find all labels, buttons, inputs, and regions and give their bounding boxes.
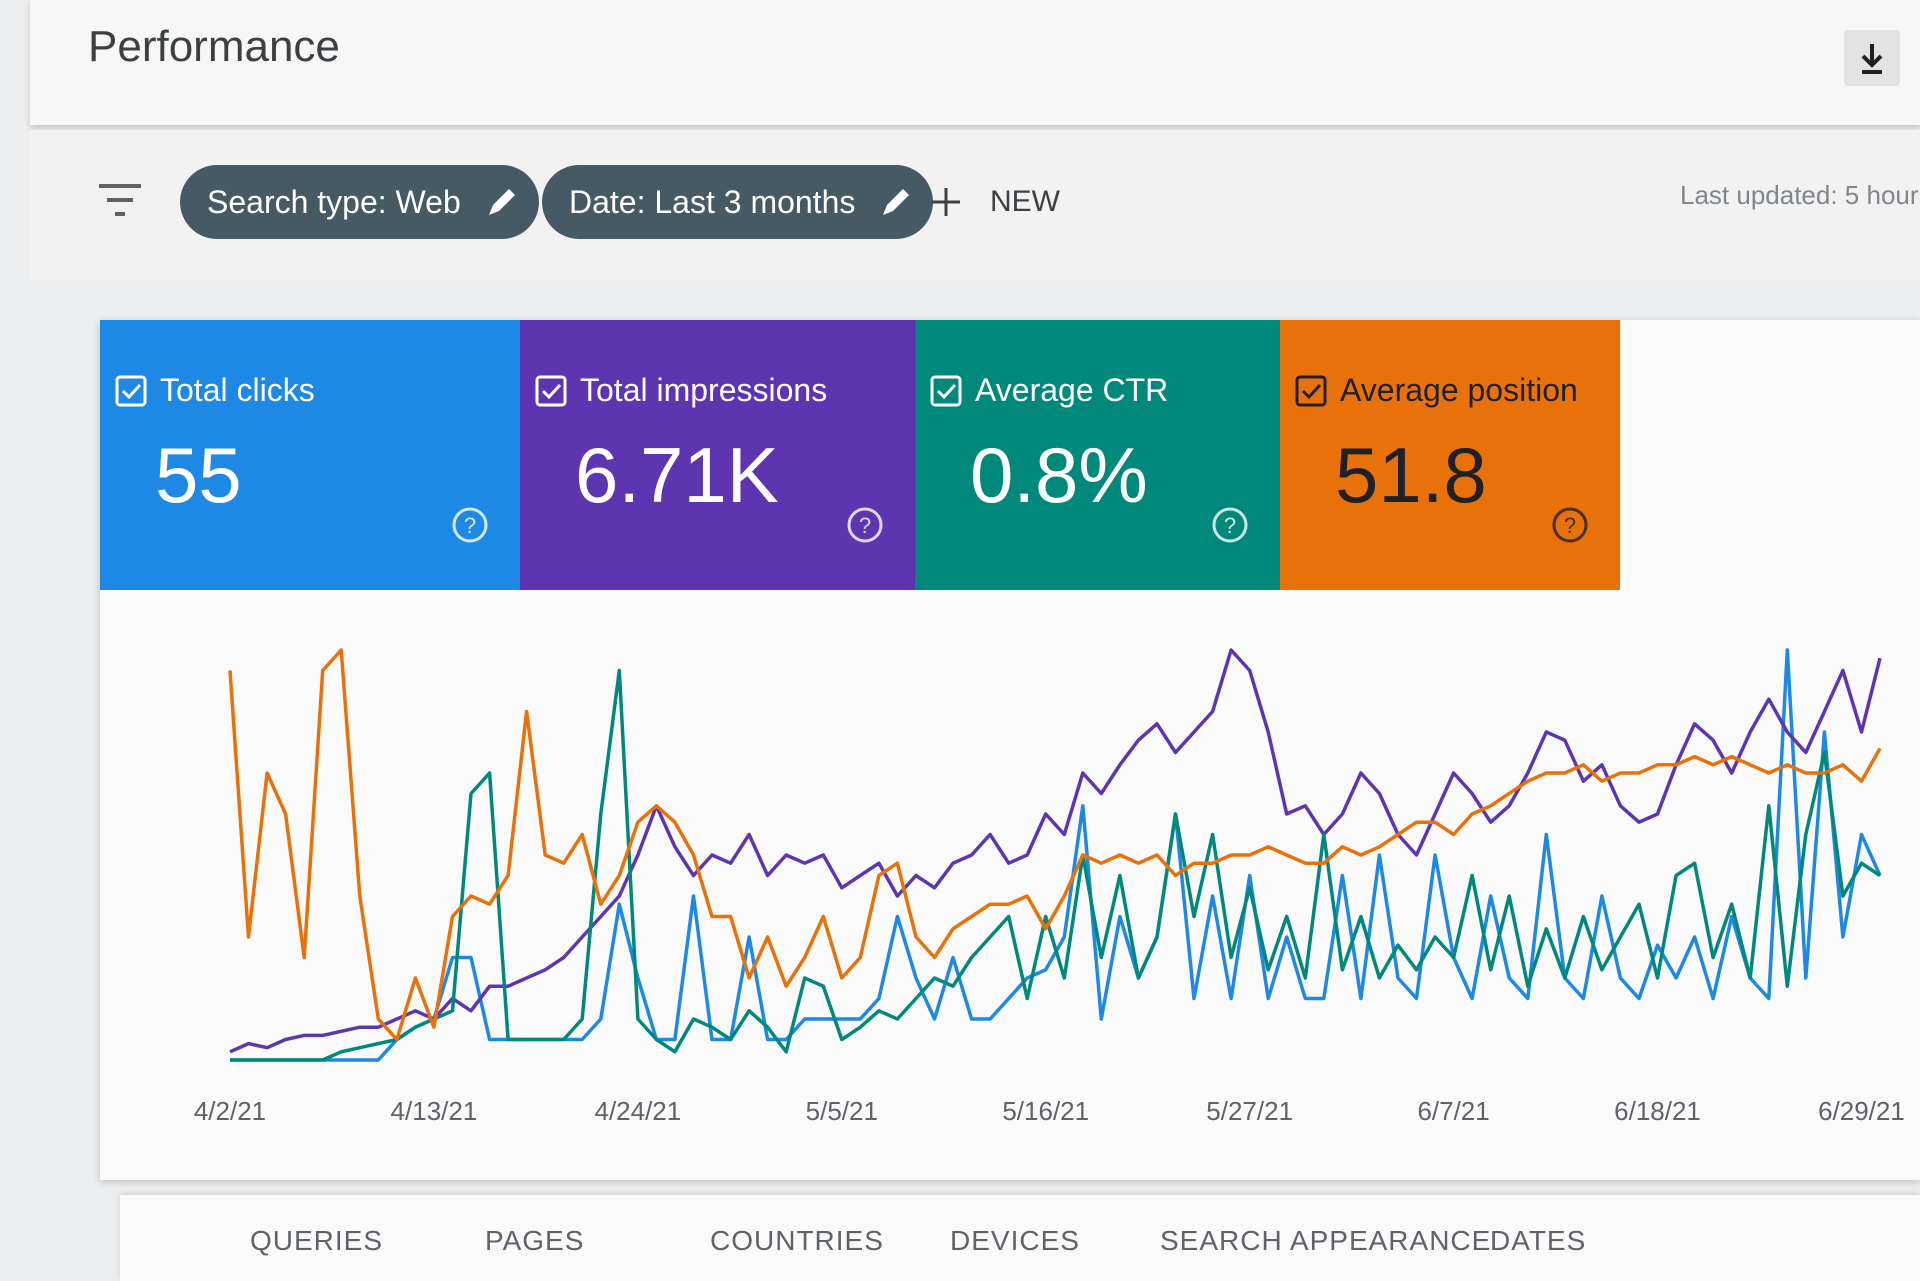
metric-value: 51.8	[1335, 431, 1487, 519]
filter-icon[interactable]	[95, 180, 145, 220]
tab[interactable]: DATES	[1490, 1225, 1587, 1256]
download-button[interactable]	[1844, 30, 1900, 86]
metric-card[interactable]: Total impressions 6.71K?	[520, 320, 915, 590]
metric-label: Average position	[1340, 372, 1578, 408]
page-title: Performance	[88, 22, 340, 71]
help-icon: ?	[1552, 507, 1588, 543]
help-circle	[452, 507, 488, 543]
checkbox-box	[115, 375, 147, 407]
checkbox-box	[535, 375, 567, 407]
filter-chip[interactable]: Date: Last 3 months	[542, 165, 934, 239]
download-icon	[1861, 44, 1883, 74]
help-circle	[1552, 507, 1588, 543]
metric-card[interactable]: Total clicks 55?	[100, 320, 520, 590]
tab[interactable]: SEARCH APPEARANCE	[1160, 1225, 1492, 1256]
series-line	[230, 668, 1881, 1062]
help-circle	[1212, 507, 1248, 543]
checkbox-icon	[1295, 375, 1327, 407]
header: Performance	[30, 0, 1920, 125]
x-tick-label: 5/16/21	[1002, 1096, 1089, 1126]
help-glyph: ?	[1564, 513, 1576, 538]
tab[interactable]: PAGES	[485, 1225, 585, 1256]
help-icon: ?	[452, 507, 488, 543]
x-tick-label: 4/2/21	[194, 1096, 266, 1126]
edit-icon	[883, 189, 910, 215]
x-tick-label: 5/27/21	[1206, 1096, 1293, 1126]
help-glyph: ?	[1224, 513, 1236, 538]
chart: 4/2/21 4/13/21 4/24/21 5/5/21 5/16/21 5/27/21…	[194, 648, 1905, 1126]
x-tick-label: 6/29/21	[1818, 1096, 1905, 1126]
chip-label: Search type: Web	[207, 184, 461, 220]
checkbox-box	[930, 375, 962, 407]
tab[interactable]: COUNTRIES	[710, 1225, 884, 1256]
checkbox-icon	[930, 375, 962, 407]
x-tick-label: 4/24/21	[594, 1096, 681, 1126]
metric-label: Total clicks	[160, 372, 315, 408]
metric-value: 55	[155, 431, 242, 519]
edit-icon	[488, 189, 515, 215]
help-glyph: ?	[859, 513, 871, 538]
metric-card[interactable]: Average position 51.8?	[1280, 320, 1620, 590]
chip-label: Date: Last 3 months	[569, 184, 856, 220]
new-filter-button[interactable]: NEW	[930, 172, 1060, 232]
filter-bar: Search type: Web Date: Last 3 months NEW…	[30, 130, 1920, 280]
tab-bar: QUERIES PAGES COUNTRIES DEVICES SEARCH APPEA…	[120, 1195, 1920, 1281]
x-tick-label: 5/5/21	[806, 1096, 878, 1126]
new-label: NEW	[990, 185, 1060, 218]
tab[interactable]: DEVICES	[950, 1225, 1080, 1256]
checkbox-tick	[541, 383, 562, 400]
x-tick-label: 6/7/21	[1417, 1096, 1489, 1126]
help-circle	[847, 507, 883, 543]
tab[interactable]: QUERIES	[250, 1225, 384, 1256]
filter-chip[interactable]: Search type: Web	[180, 165, 539, 239]
checkbox-box	[1295, 375, 1327, 407]
series-line	[228, 648, 1882, 1042]
checkbox-tick	[121, 383, 142, 400]
checkbox-tick	[1301, 383, 1322, 400]
metric-card[interactable]: Average CTR 0.8%?	[915, 320, 1280, 590]
plus-icon	[932, 188, 960, 216]
x-tick-label: 6/18/21	[1614, 1096, 1701, 1126]
x-tick-label: 4/13/21	[391, 1096, 478, 1126]
metric-value: 0.8%	[970, 431, 1148, 519]
checkbox-icon	[535, 375, 567, 407]
help-icon: ?	[1212, 507, 1248, 543]
help-glyph: ?	[464, 513, 476, 538]
series-line	[230, 648, 1882, 1062]
last-updated: Last updated: 5 hour	[1680, 180, 1919, 210]
help-icon: ?	[847, 507, 883, 543]
chart-panel: Total clicks 55? Total impressions 6.71K? Av…	[100, 320, 1920, 1180]
metric-label: Total impressions	[580, 372, 828, 408]
checkbox-icon	[115, 375, 147, 407]
metric-label: Average CTR	[975, 372, 1169, 408]
checkbox-tick	[936, 383, 957, 400]
metric-value: 6.71K	[575, 431, 779, 519]
